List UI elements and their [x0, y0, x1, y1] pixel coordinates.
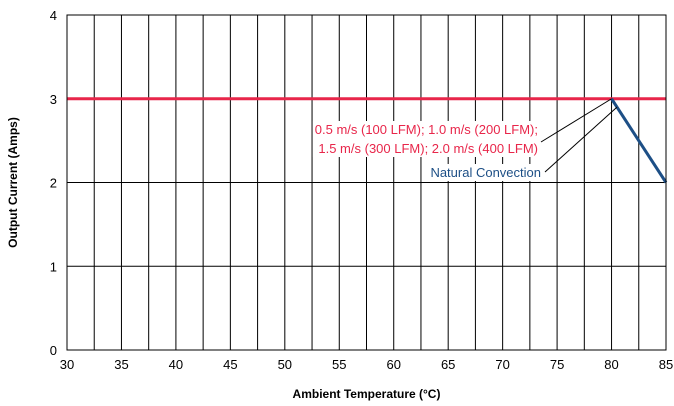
x-tick-labels: 30 35 40 45 50 55 60 65 70 75 80 85 — [60, 357, 673, 372]
annotation-line: 1.5 m/s (300 LFM); 2.0 m/s (400 LFM) — [318, 141, 538, 156]
annotation-text: 0.5 m/s (100 LFM); 1.0 m/s (200 LFM); 1.5… — [315, 122, 538, 156]
x-tick-label: 60 — [386, 357, 400, 372]
x-axis-title: Ambient Temperature (°C) — [293, 387, 441, 401]
series-layer — [67, 97, 668, 184]
y-tick-label: 2 — [50, 176, 57, 191]
annotation-leader-line — [544, 106, 618, 173]
grid — [67, 15, 666, 350]
y-tick-label: 0 — [50, 343, 57, 358]
series-line-2 — [610, 97, 668, 184]
annotation-line: Natural Convection — [430, 165, 541, 180]
annotation-line: 0.5 m/s (100 LFM); 1.0 m/s (200 LFM); — [315, 122, 538, 137]
x-tick-label: 50 — [278, 357, 292, 372]
y-tick-label: 1 — [50, 259, 57, 274]
plot-frame — [66, 14, 667, 351]
x-tick-label: 45 — [223, 357, 237, 372]
y-tick-label: 4 — [50, 8, 57, 23]
annotation-layer: 0.5 m/s (100 LFM); 1.0 m/s (200 LFM); 1.5… — [312, 98, 618, 181]
x-tick-label: 65 — [441, 357, 455, 372]
annotation-leader-line — [540, 98, 612, 143]
x-tick-label: 80 — [604, 357, 618, 372]
annotation-background — [312, 121, 540, 157]
x-tick-label: 35 — [114, 357, 128, 372]
x-tick-label: 40 — [169, 357, 183, 372]
y-tick-labels: 0 1 2 3 4 — [50, 8, 57, 358]
x-tick-label: 30 — [60, 357, 74, 372]
y-tick-label: 3 — [50, 92, 57, 107]
x-tick-label: 70 — [495, 357, 509, 372]
y-axis-title: Output Current (Amps) — [6, 117, 20, 248]
x-tick-label: 55 — [332, 357, 346, 372]
annotation-background — [428, 164, 543, 181]
x-tick-label: 75 — [550, 357, 564, 372]
x-tick-label: 85 — [659, 357, 673, 372]
annotation-text: Natural Convection — [430, 165, 541, 180]
